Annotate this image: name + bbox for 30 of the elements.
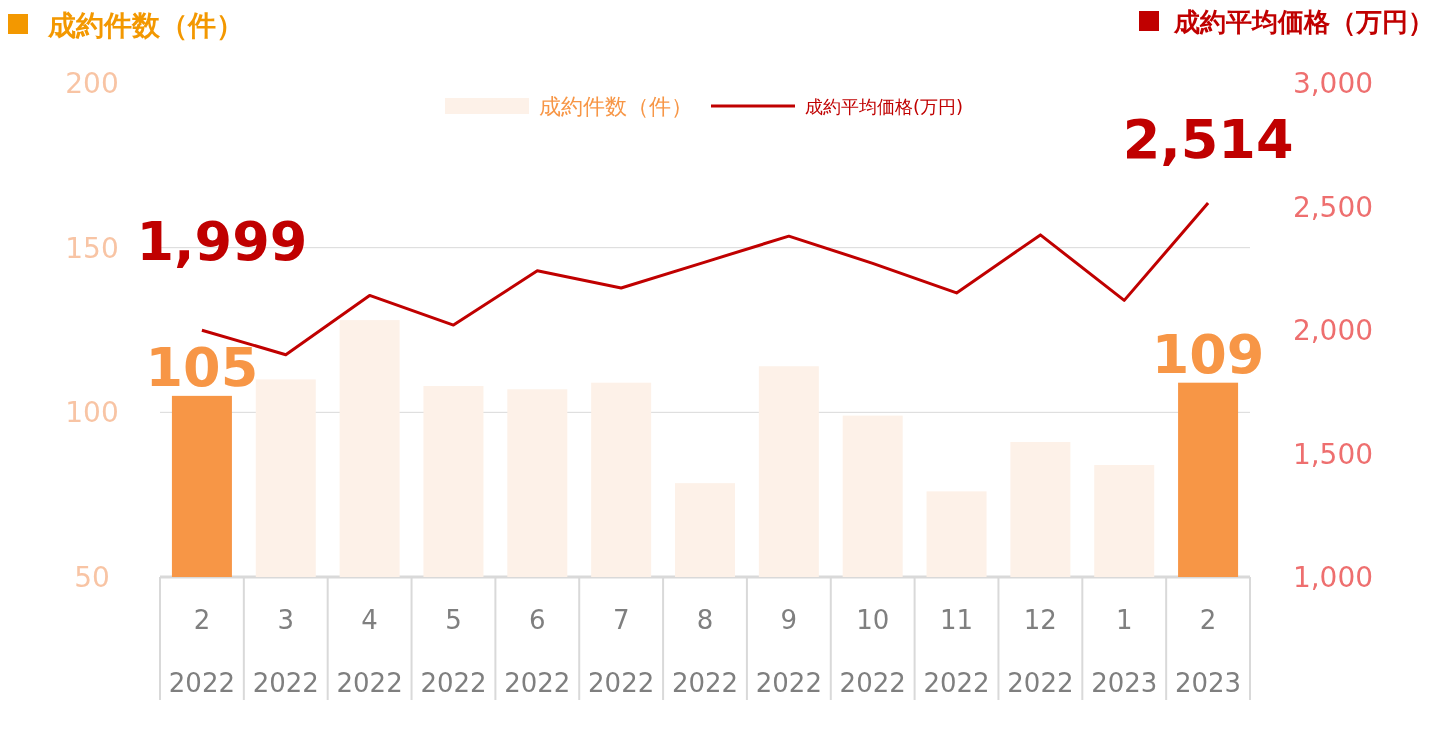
category-label: 3 2022 bbox=[252, 605, 319, 698]
category-label: 11 2022 bbox=[923, 605, 990, 698]
y2-tick-label: 2,500 bbox=[1292, 190, 1374, 224]
y-axis-title: 成約件数（件） bbox=[47, 9, 244, 42]
y2-tick-label: 1,500 bbox=[1292, 437, 1374, 471]
y2-tick-label: 1,000 bbox=[1292, 561, 1374, 594]
category-label: 2 2022 bbox=[168, 605, 236, 698]
y-tick-label: 100 bbox=[65, 396, 119, 430]
category-label: 6 2022 bbox=[504, 605, 571, 698]
category-label: 12 2022 bbox=[1007, 605, 1074, 698]
legend-label: 成約平均価格(万円) bbox=[805, 96, 964, 117]
category-label: 1 2023 bbox=[1091, 605, 1158, 698]
category-label: 5 2022 bbox=[420, 605, 487, 698]
y-tick-label: 150 bbox=[65, 231, 119, 265]
data-label: 1,999 bbox=[136, 210, 308, 274]
data-label: 109 bbox=[1151, 322, 1265, 386]
y-tick-label: 50 bbox=[74, 561, 110, 594]
data-label: 105 bbox=[145, 335, 259, 399]
category-label: 4 2022 bbox=[336, 605, 403, 698]
y2-axis-title: 成約平均価格（万円） bbox=[1173, 7, 1434, 37]
y-tick-label: 200 bbox=[65, 67, 119, 100]
category-label: 7 2022 bbox=[588, 605, 655, 698]
y2-tick-label: 3,000 bbox=[1292, 67, 1374, 100]
category-label: 2 2023 bbox=[1174, 605, 1242, 698]
y2-tick-label: 2,000 bbox=[1292, 314, 1374, 347]
category-label: 8 2022 bbox=[671, 605, 739, 698]
category-label: 10 2022 bbox=[839, 605, 906, 698]
category-label: 9 2022 bbox=[755, 605, 822, 698]
data-label: 2,514 bbox=[1122, 108, 1294, 172]
legend-label: 成約件数（件） bbox=[539, 94, 693, 119]
